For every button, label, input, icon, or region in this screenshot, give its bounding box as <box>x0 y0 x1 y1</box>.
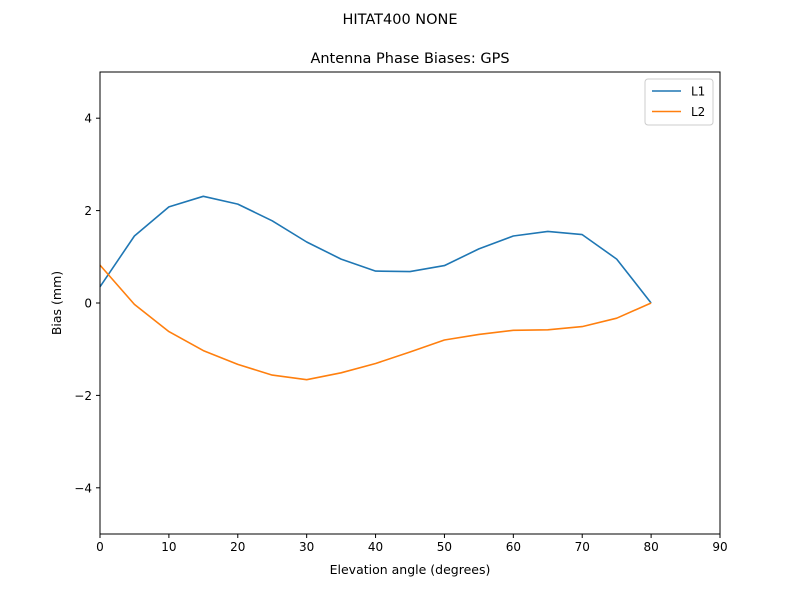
y-axis-label: Bias (mm) <box>49 271 64 335</box>
y-tick-label: −4 <box>74 481 92 495</box>
figure-suptitle: HITAT400 NONE <box>342 12 457 28</box>
legend-label-l1: L1 <box>691 85 705 99</box>
x-tick-label: 90 <box>712 540 727 554</box>
y-tick-label: 2 <box>84 204 92 218</box>
legend-label-l2: L2 <box>691 105 705 119</box>
series-line-l2 <box>99 264 652 381</box>
x-tick-label: 60 <box>506 540 521 554</box>
x-tick-label: 40 <box>368 540 383 554</box>
y-tick-label: −2 <box>74 389 92 403</box>
x-tick-label: 80 <box>643 540 658 554</box>
y-axis: −4 −2 0 2 4 <box>74 112 100 495</box>
x-tick-label: 10 <box>161 540 176 554</box>
plot-area <box>99 195 652 381</box>
x-tick-label: 70 <box>575 540 590 554</box>
x-axis-label: Elevation angle (degrees) <box>330 562 491 577</box>
axes-frame <box>99 71 721 535</box>
x-tick-label: 0 <box>96 540 104 554</box>
series-line-l1 <box>99 195 652 304</box>
y-tick-label: 4 <box>84 112 92 126</box>
x-tick-label: 30 <box>299 540 314 554</box>
x-tick-label: 50 <box>437 540 452 554</box>
x-axis: 0 10 20 30 40 50 60 70 80 90 <box>96 534 728 554</box>
x-tick-label: 20 <box>230 540 245 554</box>
y-tick-label: 0 <box>84 297 92 311</box>
chart-title: Antenna Phase Biases: GPS <box>310 51 509 67</box>
